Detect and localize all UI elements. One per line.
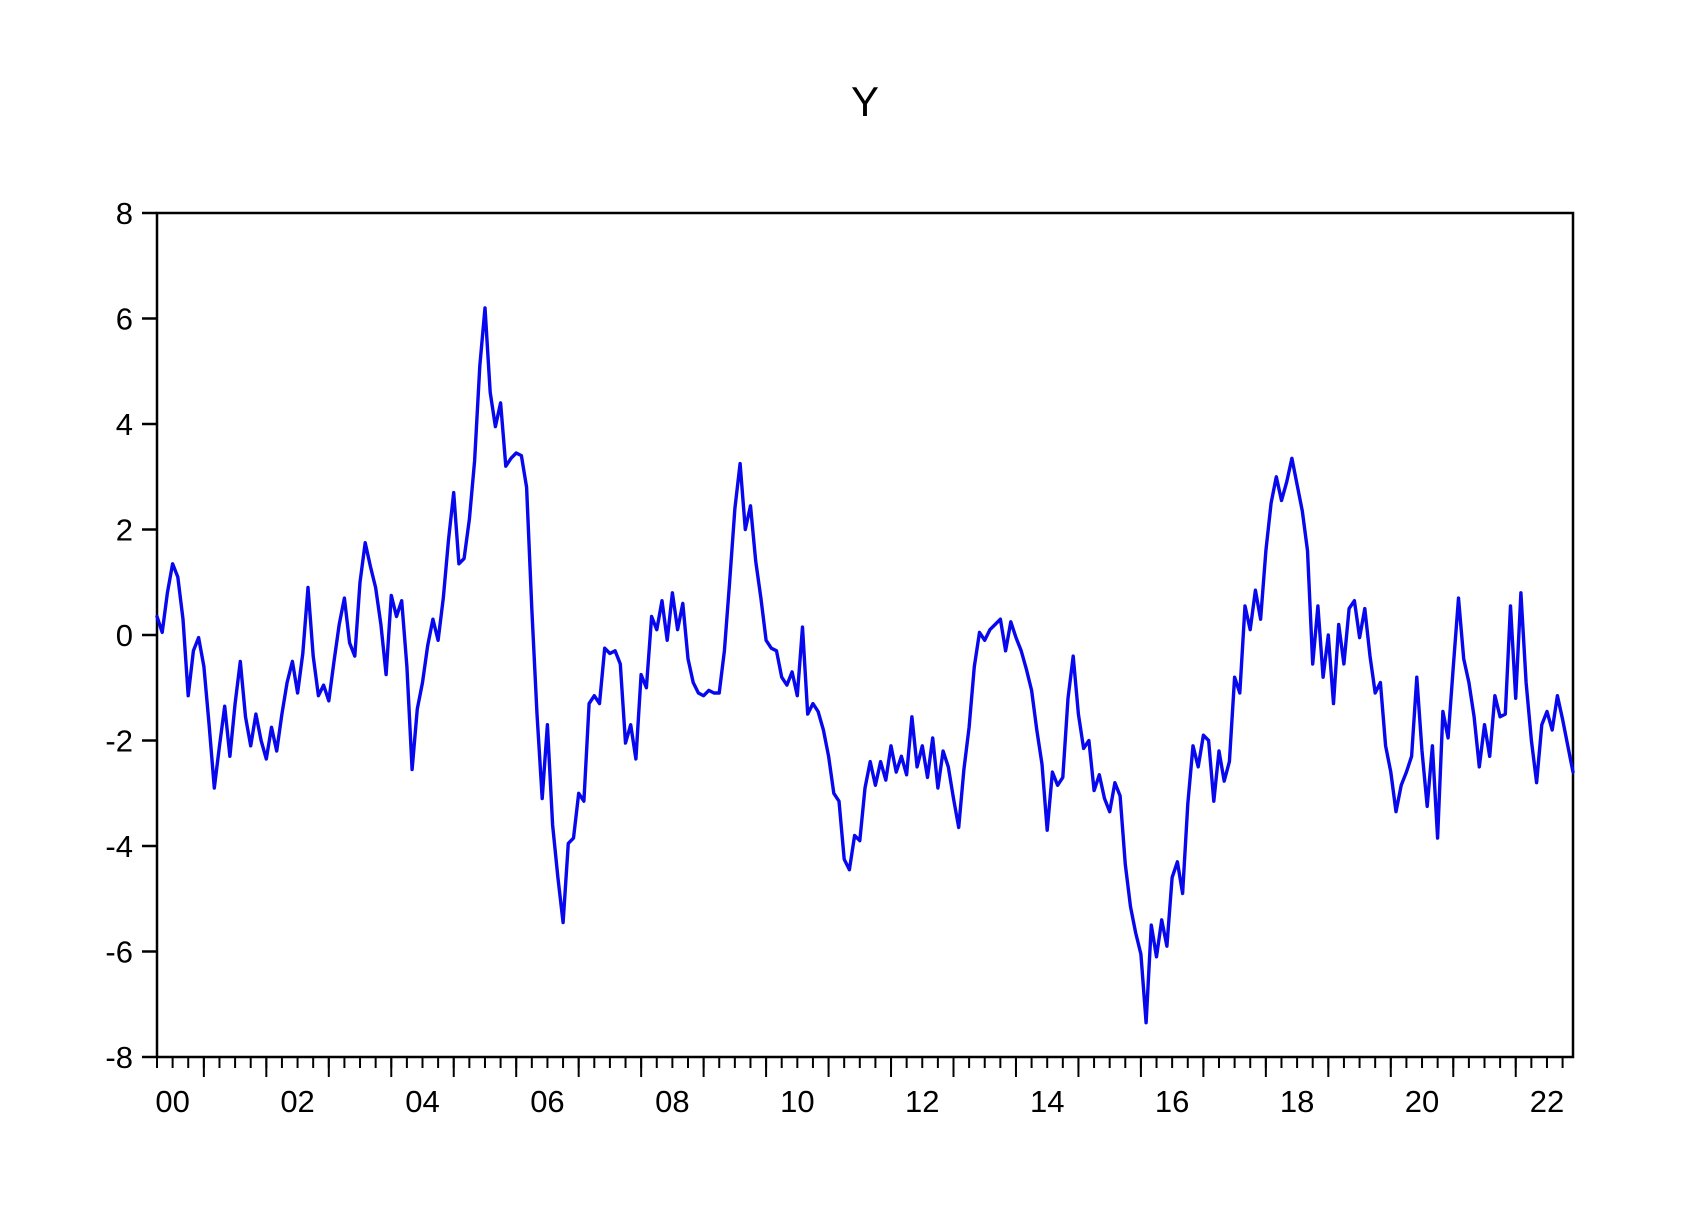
x-axis-label: 14 [1030, 1084, 1064, 1119]
x-axis-label: 18 [1280, 1084, 1314, 1119]
y-axis-label: 8 [116, 196, 133, 231]
y-axis-label: 2 [116, 513, 133, 548]
x-axis-label: 06 [530, 1084, 564, 1119]
y-axis-label: 6 [116, 302, 133, 337]
x-axis-label: 00 [155, 1084, 189, 1119]
x-axis-label: 02 [280, 1084, 314, 1119]
y-axis-label: -8 [105, 1040, 133, 1075]
y-axis-label: -4 [105, 829, 133, 864]
x-axis-label: 12 [905, 1084, 939, 1119]
x-axis-label: 20 [1405, 1084, 1439, 1119]
x-axis-label: 10 [780, 1084, 814, 1119]
x-axis-label: 16 [1155, 1084, 1189, 1119]
chart-title: Y [850, 78, 879, 125]
series-line [155, 306, 1575, 1025]
x-axis-label: 04 [405, 1084, 439, 1119]
y-axis-label: 4 [116, 407, 133, 442]
y-axis-label: 0 [116, 618, 133, 653]
y-axis-label: -6 [105, 935, 133, 970]
y-axis-label: -2 [105, 724, 133, 759]
x-axis-label: 08 [655, 1084, 689, 1119]
x-axis-label: 22 [1530, 1084, 1564, 1119]
